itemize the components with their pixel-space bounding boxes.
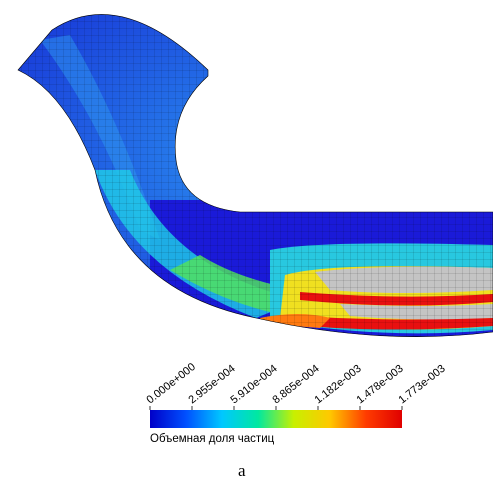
colorbar-tick-label: 1.773e-003 bbox=[396, 363, 447, 407]
colorbar: 0.000e+0002.955e-0045.910e-0048.865e-004… bbox=[144, 361, 447, 445]
figure-sub-label: a bbox=[238, 461, 246, 480]
colorbar-title: Объемная доля частиц bbox=[150, 433, 275, 445]
colorbar-ticks: 0.000e+0002.955e-0045.910e-0048.865e-004… bbox=[144, 361, 448, 410]
mesh-overlay bbox=[18, 14, 493, 337]
flow-domain bbox=[18, 14, 493, 337]
colorbar-gradient bbox=[150, 410, 402, 428]
domain-outline bbox=[17, 14, 493, 337]
